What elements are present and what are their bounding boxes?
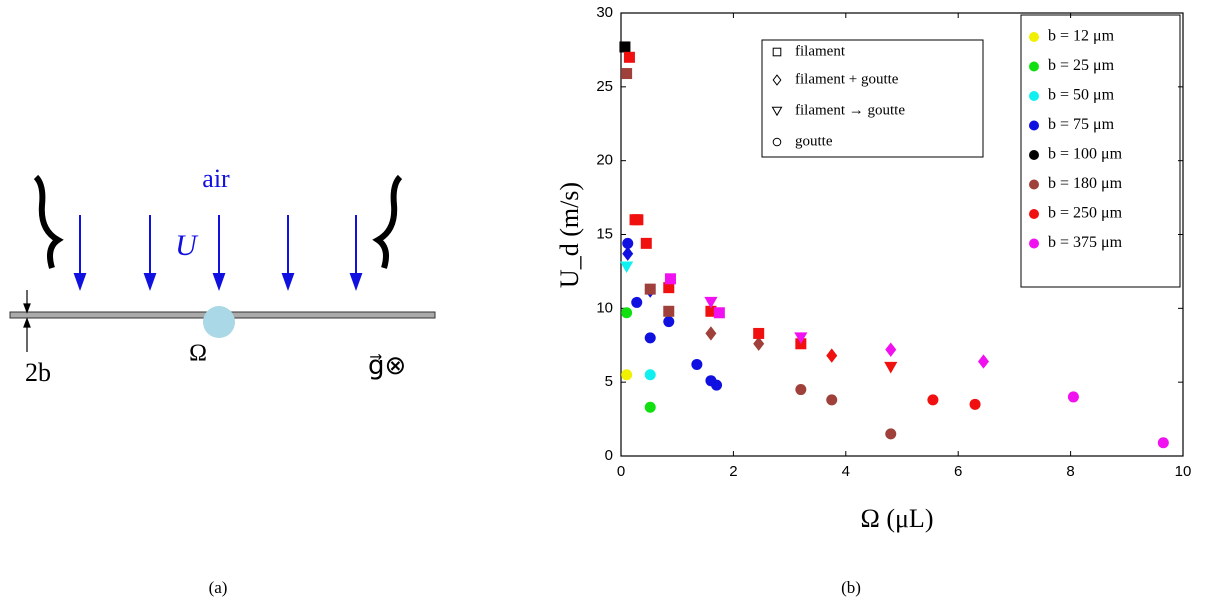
legend-label: b = 12 μm [1048, 28, 1115, 45]
x-tick-label: 6 [954, 463, 962, 480]
point [644, 332, 656, 344]
point [794, 332, 808, 344]
point [664, 273, 676, 285]
legend-marker [1029, 32, 1039, 42]
thickness-arrows [23, 290, 31, 352]
y-tick-label: 0 [605, 447, 613, 464]
point [620, 261, 634, 274]
legend-marker [1029, 61, 1039, 72]
y-tick-label: 10 [596, 299, 613, 316]
legend-label: b = 180 μm [1048, 175, 1123, 192]
x-axis-label: Ω (μL) [861, 504, 934, 533]
point [969, 398, 981, 410]
y-tick-label: 15 [596, 225, 613, 242]
marker-legend [761, 39, 984, 158]
volume-label: Ω [189, 341, 207, 367]
point [885, 428, 897, 440]
caption: (a) [209, 578, 228, 597]
point [711, 379, 723, 391]
legend-label: b = 250 μm [1048, 205, 1123, 222]
y-tick-label: 20 [596, 152, 613, 169]
gravity-label: g⃗⊗ [368, 351, 406, 380]
legend-marker [1029, 120, 1039, 131]
caption: (b) [841, 578, 861, 597]
point [977, 354, 989, 369]
point [619, 41, 631, 53]
point [622, 246, 634, 261]
droplet [203, 306, 235, 338]
legend-marker [772, 74, 782, 86]
air-arrows [73, 215, 363, 291]
point [885, 342, 897, 357]
point [705, 326, 717, 341]
point [632, 214, 644, 226]
point [1067, 391, 1079, 403]
velocity-label: U [175, 229, 199, 262]
x-tick-label: 4 [842, 463, 850, 480]
point [623, 51, 635, 63]
air-label: air [202, 164, 230, 193]
legend-marker [1029, 238, 1039, 249]
point [621, 307, 633, 319]
thickness-label: 2b [25, 358, 51, 387]
y-axis-label: U_d (m/s) [555, 182, 584, 288]
point [622, 237, 634, 249]
point [884, 361, 898, 374]
point [644, 369, 656, 381]
legend-marker [772, 47, 782, 57]
nozzle-right [372, 174, 403, 269]
point [1157, 437, 1169, 449]
legend-label: b = 75 μm [1048, 116, 1115, 133]
legend-marker [1029, 179, 1039, 190]
point [691, 358, 703, 370]
point [631, 296, 643, 308]
legend-marker [1029, 150, 1039, 160]
point [621, 369, 633, 381]
legend-label: goutte [795, 133, 833, 149]
legend-label: filament [795, 43, 846, 59]
point [621, 68, 633, 80]
point [644, 283, 656, 295]
point [644, 401, 656, 413]
point [663, 282, 675, 294]
point [704, 296, 718, 309]
point [663, 316, 675, 328]
point [663, 305, 675, 317]
point [713, 307, 725, 319]
point [640, 237, 652, 249]
y-tick-label: 5 [605, 373, 613, 390]
legend-label: b = 100 μm [1048, 146, 1123, 163]
x-tick-label: 0 [617, 463, 625, 480]
legend-marker [1029, 209, 1039, 219]
point [927, 394, 939, 406]
legend-marker [771, 106, 783, 117]
y-tick-label: 30 [596, 4, 613, 21]
legend-label: b = 25 μm [1048, 57, 1115, 74]
nozzle-left [33, 174, 64, 269]
legend-label: filament → goutte [795, 102, 905, 118]
point [753, 327, 765, 339]
x-tick-label: 2 [729, 463, 737, 480]
y-tick-label: 25 [596, 78, 613, 95]
point [826, 394, 838, 406]
legend-label: filament + goutte [795, 71, 899, 87]
legend-label: b = 375 μm [1048, 234, 1123, 251]
point [826, 348, 838, 363]
legend-marker [772, 137, 782, 147]
point [705, 305, 717, 317]
diagram: air U Ω 2b g⃗⊗ (a) [9, 164, 436, 597]
point [753, 336, 765, 351]
x-tick-label: 10 [1175, 463, 1192, 480]
legend-marker [1029, 91, 1039, 101]
point [795, 384, 807, 396]
legend-label: b = 50 μm [1048, 87, 1115, 104]
x-tick-label: 8 [1066, 463, 1074, 480]
color-legend [1020, 14, 1181, 288]
